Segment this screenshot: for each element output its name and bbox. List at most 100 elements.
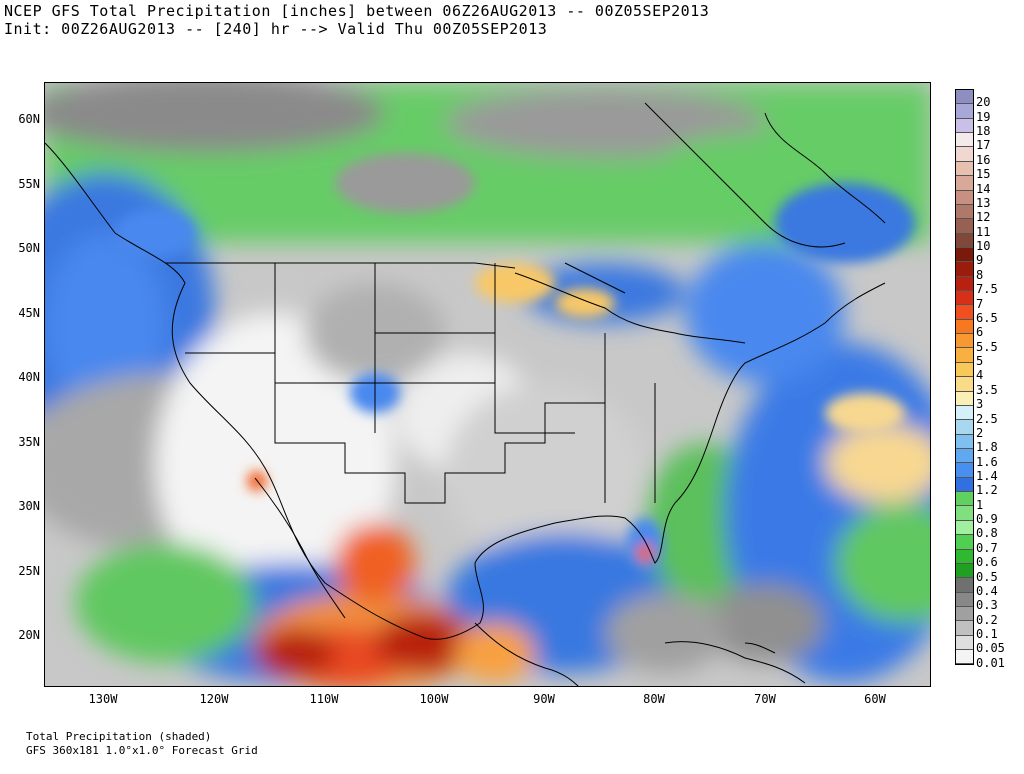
colorbar-level-label: 19 <box>976 109 991 124</box>
precipitation-field <box>45 83 930 686</box>
precipitation-map <box>44 82 931 687</box>
lat-label-45n: 45N <box>18 306 40 320</box>
lon-label-110w: 110W <box>309 692 339 706</box>
colorbar-cell <box>956 319 973 335</box>
colorbar-cell <box>956 118 973 134</box>
colorbar-level-label: 6 <box>976 325 984 340</box>
colorbar-level-label: 7 <box>976 296 984 311</box>
colorbar-cell <box>956 276 973 292</box>
colorbar-cell <box>956 90 973 105</box>
colorbar-level-label: 12 <box>976 210 991 225</box>
colorbar-level-label: 8 <box>976 267 984 282</box>
colorbar-level-label: 11 <box>976 224 991 239</box>
footer-field-label: Total Precipitation (shaded) <box>26 730 212 743</box>
colorbar-level-label: 1 <box>976 497 984 512</box>
colorbar-level-label: 1.2 <box>976 483 998 498</box>
colorbar-level-label: 2.5 <box>976 411 998 426</box>
lon-label-100w: 100W <box>419 692 449 706</box>
colorbar-cell <box>956 549 973 564</box>
colorbar-cell <box>956 650 973 665</box>
lon-label-120w: 120W <box>199 692 229 706</box>
colorbar-level-label: 5 <box>976 354 984 369</box>
colorbar-level-label: 0.2 <box>976 612 998 627</box>
colorbar-cell <box>956 305 973 320</box>
colorbar-level-label: 14 <box>976 181 991 196</box>
colorbar-cell <box>956 535 973 550</box>
colorbar-cell <box>956 520 973 536</box>
colorbar-cell <box>956 133 973 148</box>
colorbar-cell <box>956 621 973 636</box>
lon-label-90w: 90W <box>533 692 555 706</box>
lat-label-60n: 60N <box>18 112 40 126</box>
colorbar-level-label: 5.5 <box>976 339 998 354</box>
colorbar-cell <box>956 563 973 579</box>
colorbar-level-label: 18 <box>976 124 991 139</box>
colorbar-level-label: 0.5 <box>976 569 998 584</box>
coastline-outlines <box>45 102 886 686</box>
colorbar-cell <box>956 161 973 177</box>
lon-label-130w: 130W <box>88 692 118 706</box>
colorbar-cell <box>956 291 973 306</box>
colorbar-level-label: 3 <box>976 397 984 412</box>
colorbar-level-label: 7.5 <box>976 282 998 297</box>
colorbar-level-label: 0.01 <box>976 655 1005 670</box>
colorbar-level-label: 2 <box>976 425 984 440</box>
colorbar-cell <box>956 233 973 248</box>
colorbar-cell <box>956 334 973 349</box>
colorbar-level-label: 0.9 <box>976 512 998 527</box>
colorbar-level-label: 1.6 <box>976 454 998 469</box>
lat-label-40n: 40N <box>18 370 40 384</box>
colorbar-cell <box>956 506 973 521</box>
colorbar-cell <box>956 477 973 493</box>
colorbar-cell <box>956 377 973 392</box>
colorbar-level-label: 9 <box>976 253 984 268</box>
colorbar-level-label: 0.3 <box>976 598 998 613</box>
lon-label-80w: 80W <box>643 692 665 706</box>
lat-label-20n: 20N <box>18 628 40 642</box>
colorbar-level-label: 0.1 <box>976 627 998 642</box>
colorbar-cell <box>956 104 973 119</box>
map-subtitle: Init: 00Z26AUG2013 -- [240] hr --> Valid… <box>4 20 548 38</box>
colorbar-cell <box>956 492 973 507</box>
lat-label-50n: 50N <box>18 241 40 255</box>
precipitation-colorbar <box>955 89 974 666</box>
lat-label-35n: 35N <box>18 435 40 449</box>
colorbar-level-label: 1.4 <box>976 468 998 483</box>
colorbar-cell <box>956 463 973 478</box>
colorbar-cell <box>956 635 973 651</box>
colorbar-cell <box>956 606 973 622</box>
colorbar-cell <box>956 434 973 449</box>
colorbar-cell <box>956 147 973 162</box>
colorbar-cell <box>956 247 973 263</box>
colorbar-cell <box>956 176 973 191</box>
colorbar-cell <box>956 348 973 363</box>
lat-label-25n: 25N <box>18 564 40 578</box>
colorbar-level-label: 13 <box>976 195 991 210</box>
colorbar-cell <box>956 578 973 593</box>
colorbar-cell <box>956 405 973 421</box>
colorbar-level-label: 10 <box>976 239 991 254</box>
colorbar-cell <box>956 362 973 378</box>
lon-label-60w: 60W <box>864 692 886 706</box>
colorbar-cell <box>956 190 973 205</box>
colorbar-level-label: 15 <box>976 167 991 182</box>
colorbar-cell <box>956 592 973 607</box>
lon-label-70w: 70W <box>754 692 776 706</box>
colorbar-cell <box>956 219 973 234</box>
colorbar-level-label: 3.5 <box>976 382 998 397</box>
colorbar-cell <box>956 391 973 406</box>
colorbar-cell <box>956 262 973 277</box>
colorbar-level-label: 4 <box>976 368 984 383</box>
colorbar-level-label: 0.7 <box>976 540 998 555</box>
colorbar-level-label: 0.8 <box>976 526 998 541</box>
colorbar-level-label: 0.6 <box>976 555 998 570</box>
colorbar-cell <box>956 204 973 220</box>
colorbar-level-label: 0.05 <box>976 641 1005 656</box>
colorbar-level-label: 1.8 <box>976 440 998 455</box>
lat-label-55n: 55N <box>18 177 40 191</box>
lat-label-30n: 30N <box>18 499 40 513</box>
colorbar-level-label: 20 <box>976 95 991 110</box>
colorbar-level-label: 0.4 <box>976 583 998 598</box>
colorbar-cell <box>956 448 973 464</box>
colorbar-level-label: 6.5 <box>976 310 998 325</box>
